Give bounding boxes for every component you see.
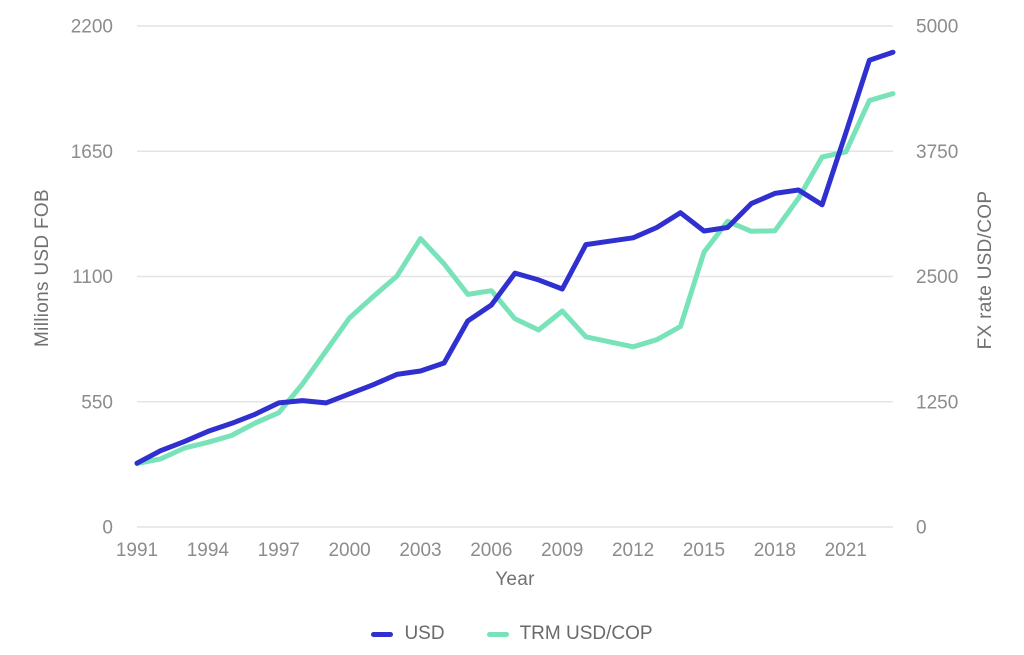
x-tick-label: 2015 xyxy=(683,540,725,561)
usd-line xyxy=(134,49,896,466)
legend-label-trm: TRM USD/COP xyxy=(519,623,653,644)
left-tick-label: 0 xyxy=(102,518,113,539)
legend-label-usd: USD xyxy=(404,623,445,644)
right-tick-label: 3750 xyxy=(916,142,958,163)
legend: USD TRM USD/COP xyxy=(0,623,1024,645)
right-tick-label: 0 xyxy=(916,518,927,539)
right-axis-title: FX rate USD/COP xyxy=(975,190,996,350)
left-tick-label: 1100 xyxy=(72,267,113,288)
x-tick-label: 1997 xyxy=(258,540,300,561)
trm-line-swatch xyxy=(486,631,509,637)
trm-usd-cop-line xyxy=(134,91,896,467)
left-tick-label: 2200 xyxy=(71,17,113,38)
x-tick-label: 2012 xyxy=(612,540,654,561)
left-tick-label: 550 xyxy=(81,392,113,413)
x-tick-label: 2006 xyxy=(470,540,512,561)
right-tick-label: 2500 xyxy=(916,267,958,288)
x-tick-label: 1991 xyxy=(116,540,158,561)
x-tick-label: 2021 xyxy=(825,540,867,561)
right-tick-label: 1250 xyxy=(916,392,958,413)
usd-line-swatch xyxy=(371,631,394,637)
x-tick-label: 2003 xyxy=(399,540,441,561)
legend-item-trm[interactable]: TRM USD/COP xyxy=(486,623,653,645)
left-tick-label: 1650 xyxy=(71,142,113,163)
x-tick-label: 2018 xyxy=(754,540,796,561)
left-axis-title: Millions USD FOB xyxy=(32,189,53,347)
x-tick-label: 2009 xyxy=(541,540,583,561)
x-tick-label: 1994 xyxy=(187,540,230,561)
right-tick-label: 5000 xyxy=(916,17,958,38)
x-axis-title: Year xyxy=(495,569,535,590)
x-tick-label: 2000 xyxy=(328,540,370,561)
legend-item-usd[interactable]: USD xyxy=(371,623,445,645)
